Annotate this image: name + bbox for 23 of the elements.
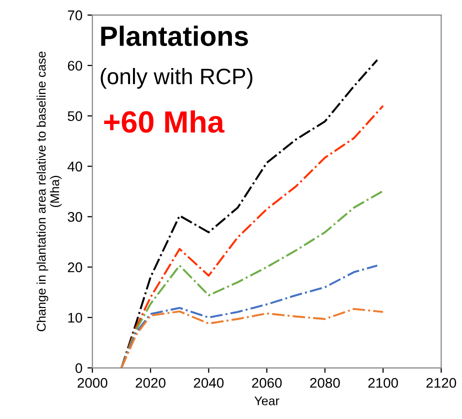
y-axis-title: Change in plantation area relative to baseline case (Mha) xyxy=(36,52,62,332)
line-series xyxy=(120,190,384,368)
x-axis-title: Year xyxy=(254,396,280,406)
y-tick-label: 40 xyxy=(68,162,82,172)
y-tick-label: 60 xyxy=(68,60,82,71)
x-tick-label: 2020 xyxy=(136,378,166,388)
x-tick-label: 2100 xyxy=(368,378,398,388)
y-tick-label: 70 xyxy=(68,10,82,20)
annotation: +60 Mha xyxy=(104,110,224,133)
annotation: (only with RCP) xyxy=(100,68,252,89)
line-series xyxy=(120,308,384,368)
x-tick-label: 2040 xyxy=(194,378,224,388)
y-tick-label: 30 xyxy=(68,212,82,222)
x-tick-label: 2060 xyxy=(252,378,282,388)
x-tick-label: 2080 xyxy=(310,378,340,388)
y-tick-label: 20 xyxy=(68,262,82,272)
line-series xyxy=(120,264,378,368)
y-tick-label: 10 xyxy=(68,312,82,323)
y-tick-label: 50 xyxy=(68,111,82,122)
annotation: Plantations xyxy=(101,26,248,46)
y-tick-label: 0 xyxy=(75,363,82,374)
x-tick-label: 2000 xyxy=(78,378,108,388)
x-tick-label: 2120 xyxy=(426,378,456,388)
